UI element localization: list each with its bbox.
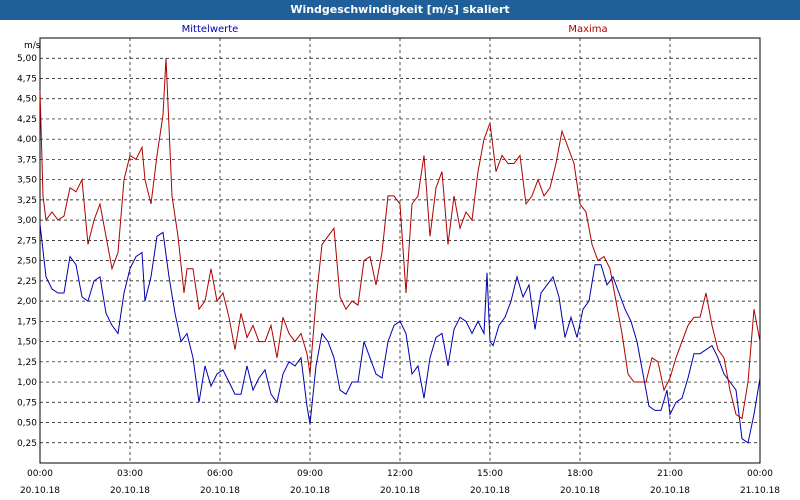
x-tick-time-2: 06:00: [207, 469, 233, 479]
y-tick-label-19: 5,00: [17, 54, 37, 64]
y-tick-label-17: 4,50: [17, 95, 37, 105]
y-tick-label-10: 2,75: [17, 236, 37, 246]
y-tick-label-2: 0,75: [17, 398, 37, 408]
x-tick-time-3: 09:00: [297, 469, 323, 479]
series-line-maxima: [39, 58, 761, 420]
x-tick-time-8: 00:00: [747, 469, 773, 479]
x-tick-date-2: 20.10.18: [200, 486, 240, 496]
y-tick-label-1: 0,50: [17, 419, 37, 429]
chart-title: Windgeschwindigkeit [m/s] skaliert: [0, 0, 800, 20]
y-tick-label-4: 1,25: [17, 358, 37, 368]
y-tick-label-7: 2,00: [17, 297, 37, 307]
y-axis-label: m/s: [24, 41, 41, 51]
x-tick-date-1: 20.10.18: [110, 486, 150, 496]
y-tick-label-15: 4,00: [17, 135, 37, 145]
x-tick-time-4: 12:00: [387, 469, 413, 479]
series-group: [39, 58, 761, 444]
series-line-mittelwerte: [39, 224, 761, 444]
y-tick-label-13: 3,50: [17, 176, 37, 186]
y-tick-label-8: 2,25: [17, 277, 37, 287]
y-tick-label-5: 1,50: [17, 338, 37, 348]
y-tick-label-16: 4,25: [17, 115, 37, 125]
x-ticks: 00:00 20.10.18 03:00 20.10.18 06:00 20.10.18 0…: [20, 469, 780, 496]
grid: [40, 38, 760, 463]
y-tick-label-6: 1,75: [17, 317, 37, 327]
y-tick-label-11: 3,00: [17, 216, 37, 226]
y-tick-label-12: 3,25: [17, 196, 37, 206]
y-tick-label-3: 1,00: [17, 378, 37, 388]
y-ticks: 0,25 0,50 0,75 1,00 1,25 1,50 1,75 2,00 2,25 2,50…: [17, 54, 37, 449]
x-tick-time-0: 00:00: [27, 469, 53, 479]
y-tick-label-9: 2,50: [17, 257, 37, 267]
x-tick-date-5: 20.10.18: [470, 486, 510, 496]
x-tick-date-8: 21.10.18: [740, 486, 780, 496]
x-tick-date-3: 20.10.18: [290, 486, 330, 496]
x-tick-time-1: 03:00: [117, 469, 143, 479]
y-tick-label-0: 0,25: [17, 439, 37, 449]
x-tick-time-7: 21:00: [657, 469, 683, 479]
x-tick-time-6: 18:00: [567, 469, 593, 479]
y-tick-label-14: 3,75: [17, 155, 37, 165]
x-tick-date-0: 20.10.18: [20, 486, 60, 496]
legend-maxima: Maxima: [568, 24, 608, 35]
x-tick-date-6: 20.10.18: [560, 486, 600, 496]
legend-mittelwerte: Mittelwerte: [181, 24, 239, 35]
x-tick-date-7: 20.10.18: [650, 486, 690, 496]
x-tick-date-4: 20.10.18: [380, 486, 420, 496]
x-tick-time-5: 15:00: [477, 469, 503, 479]
y-tick-label-18: 4,75: [17, 74, 37, 84]
